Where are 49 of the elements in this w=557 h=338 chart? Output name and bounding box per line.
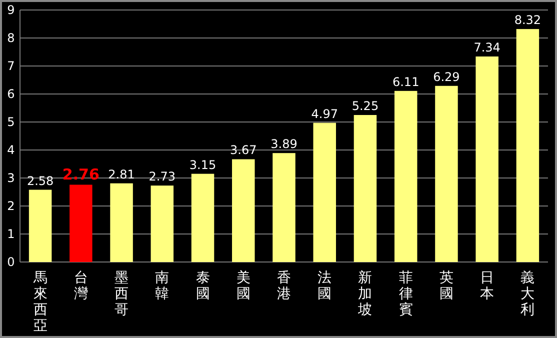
data-label: 2.73 [148,170,176,184]
y-tick-label: 7 [7,59,15,73]
bar [272,153,296,262]
bar [191,174,214,262]
bar [394,90,418,262]
y-tick-label: 1 [7,227,15,241]
x-tick-label: 新加坡 [357,270,372,318]
y-tick-label: 3 [7,171,15,185]
bar [435,86,458,262]
y-tick-label: 6 [7,87,15,101]
y-tick-label: 2 [7,199,15,213]
bar [313,122,336,262]
x-tick-label: 日本 [480,270,494,302]
bar [476,56,498,262]
y-tick-label: 0 [7,255,15,269]
y-tick-label: 5 [7,115,15,129]
bar [232,159,255,262]
bar [516,29,540,262]
bar [110,183,133,262]
data-label: 3.89 [270,137,298,152]
x-tick-label: 墨西哥 [114,270,129,318]
bar [354,115,377,262]
x-tick-label: 台灣 [74,270,88,302]
bar [150,186,174,262]
x-tick-label: 英國 [439,270,454,302]
data-label: 4.97 [311,106,338,121]
data-label: 2.81 [108,167,135,182]
data-label: 3.67 [230,143,257,158]
x-tick-label: 泰國 [196,270,210,302]
x-tick-label: 香港 [277,270,291,302]
y-tick-label: 8 [7,31,15,45]
data-label: 2.76 [62,166,100,184]
data-label: 3.15 [189,158,216,172]
bar [70,184,92,262]
x-tick-label: 法國 [318,270,332,302]
x-tick-label: 南韓 [155,270,170,302]
data-label: 7.34 [474,40,500,54]
x-tick-label: 美國 [236,270,250,302]
x-tick-label: 菲律賓 [398,270,413,318]
data-label: 5.25 [352,99,379,113]
y-tick-label: 9 [7,3,15,17]
data-label: 2.58 [26,174,54,188]
x-tick-label: 義大利 [520,270,535,318]
data-label: 6.29 [433,70,460,84]
x-tick-label: 馬來西亞 [32,270,48,334]
data-label: 8.32 [514,13,542,28]
bar [28,190,52,262]
data-label: 6.11 [392,74,420,89]
y-tick-label: 4 [7,143,15,157]
